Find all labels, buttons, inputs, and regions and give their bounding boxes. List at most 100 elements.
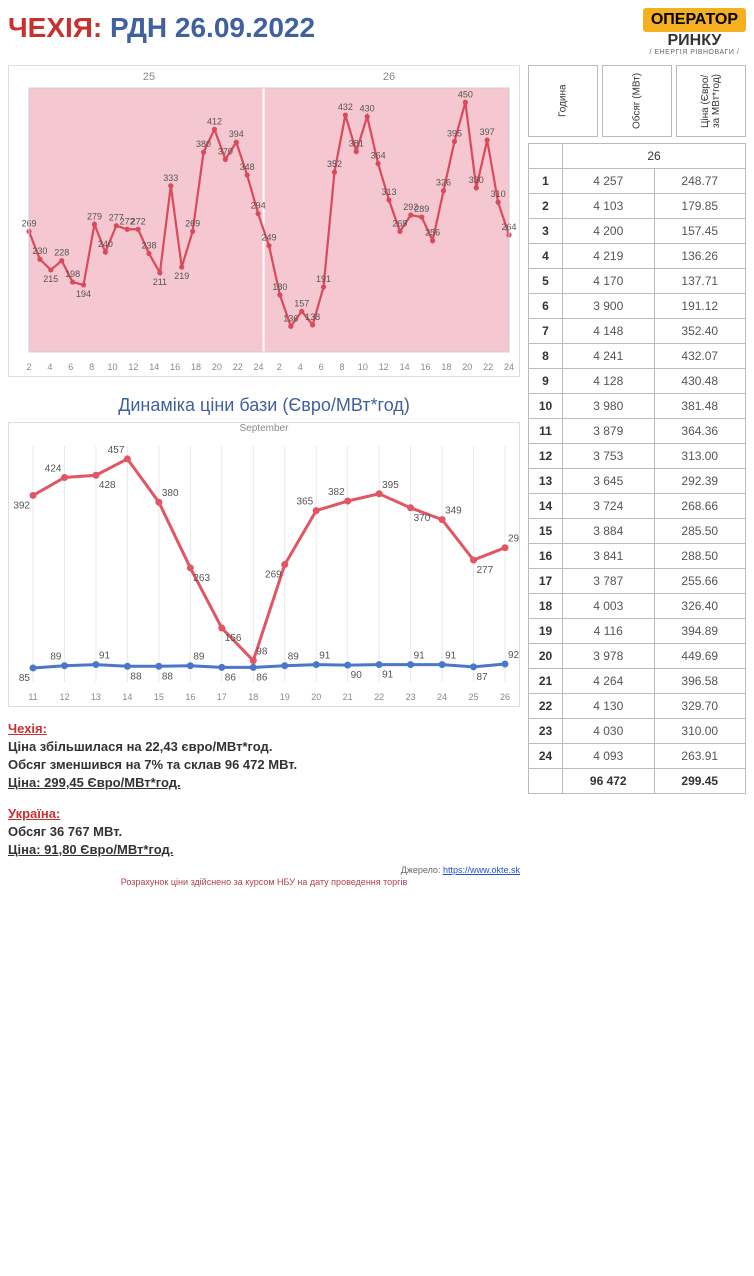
header: ЧЕХІЯ: РДН 26.09.2022 ОПЕРАТОР РИНКУ / Е… — [8, 8, 746, 57]
table-row: 194 116394.89 — [529, 618, 746, 643]
svg-text:365: 365 — [297, 496, 314, 507]
svg-text:8: 8 — [89, 362, 94, 372]
hourly-table: 26 14 257248.7724 103179.8534 200157.454… — [528, 143, 746, 794]
svg-text:157: 157 — [294, 298, 309, 308]
cell-price: 157.45 — [654, 218, 746, 243]
svg-text:348: 348 — [240, 162, 255, 172]
cell-volume: 3 841 — [563, 543, 655, 568]
cell-volume: 3 787 — [563, 568, 655, 593]
cell-price: 292.39 — [654, 468, 746, 493]
cell-volume: 4 103 — [563, 193, 655, 218]
svg-text:90: 90 — [351, 670, 363, 681]
svg-text:91: 91 — [414, 650, 426, 661]
cell-volume: 4 200 — [563, 218, 655, 243]
table-row: 74 148352.40 — [529, 318, 746, 343]
svg-text:24: 24 — [504, 362, 514, 372]
cell-volume: 3 645 — [563, 468, 655, 493]
table-row: 94 128430.48 — [529, 368, 746, 393]
svg-text:21: 21 — [343, 692, 353, 702]
svg-text:219: 219 — [174, 271, 189, 281]
cell-hour: 3 — [529, 218, 563, 243]
svg-text:394: 394 — [229, 129, 244, 139]
svg-text:25: 25 — [469, 692, 479, 702]
cell-hour: 9 — [529, 368, 563, 393]
cell-hour: 20 — [529, 643, 563, 668]
svg-text:22: 22 — [483, 362, 493, 372]
cell-hour: 8 — [529, 343, 563, 368]
svg-text:211: 211 — [153, 277, 167, 287]
table-row: 153 884285.50 — [529, 518, 746, 543]
svg-text:310: 310 — [491, 189, 506, 199]
cell-price: 430.48 — [654, 368, 746, 393]
table-row: 143 724268.66 — [529, 493, 746, 518]
svg-text:294: 294 — [251, 200, 266, 210]
cz-line1: Ціна збільшилася на 22,43 євро/МВт*год. — [8, 739, 520, 754]
cell-hour: 15 — [529, 518, 563, 543]
ua-line2: Ціна: 91,80 Євро/МВт*год. — [8, 842, 520, 857]
cell-volume: 4 130 — [563, 693, 655, 718]
table-total-row: 96 472299.45 — [529, 768, 746, 793]
svg-text:89: 89 — [193, 652, 205, 663]
logo-sub: / ЕНЕРГІЯ РІВНОВАГИ / — [643, 49, 746, 57]
table-row: 173 787255.66 — [529, 568, 746, 593]
cell-hour: 5 — [529, 268, 563, 293]
svg-text:20: 20 — [311, 692, 321, 702]
svg-text:432: 432 — [338, 102, 353, 112]
table-row: 24 103179.85 — [529, 193, 746, 218]
table-row: 123 753313.00 — [529, 443, 746, 468]
svg-text:88: 88 — [130, 671, 142, 682]
svg-text:20: 20 — [212, 362, 222, 372]
svg-text:14: 14 — [149, 362, 159, 372]
cell-volume: 4 264 — [563, 668, 655, 693]
cell-hour: 17 — [529, 568, 563, 593]
cell-hour: 13 — [529, 468, 563, 493]
table-row: 103 980381.48 — [529, 393, 746, 418]
svg-text:89: 89 — [288, 652, 300, 663]
svg-text:8: 8 — [340, 362, 345, 372]
svg-text:12: 12 — [59, 692, 69, 702]
cell-hour: 23 — [529, 718, 563, 743]
cell-price: 396.58 — [654, 668, 746, 693]
svg-text:85: 85 — [19, 673, 31, 684]
col-header-volume: Обсяг (МВт) — [602, 65, 672, 137]
svg-text:352: 352 — [327, 159, 342, 169]
svg-text:19: 19 — [280, 692, 290, 702]
svg-text:249: 249 — [261, 233, 276, 243]
svg-text:17: 17 — [217, 692, 227, 702]
cell-volume: 3 724 — [563, 493, 655, 518]
svg-text:412: 412 — [207, 116, 222, 126]
svg-text:397: 397 — [480, 127, 495, 137]
cell-hour: 16 — [529, 543, 563, 568]
table-row: 44 219136.26 — [529, 243, 746, 268]
cell-price: 449.69 — [654, 643, 746, 668]
svg-text:156: 156 — [225, 633, 242, 644]
svg-text:15: 15 — [154, 692, 164, 702]
footer-source: Джерело: https://www.okte.sk — [8, 865, 520, 875]
svg-text:392: 392 — [13, 500, 30, 511]
svg-text:12: 12 — [128, 362, 138, 372]
source-label: Джерело: — [401, 865, 441, 875]
source-link[interactable]: https://www.okte.sk — [443, 865, 520, 875]
cell-hour: 19 — [529, 618, 563, 643]
cell-volume: 4 093 — [563, 743, 655, 768]
svg-text:330: 330 — [469, 175, 484, 185]
svg-text:313: 313 — [381, 187, 396, 197]
svg-text:428: 428 — [99, 480, 116, 491]
svg-text:24: 24 — [437, 692, 447, 702]
hourly-price-chart: 2526269230215228198194279240277272272238… — [8, 65, 520, 377]
svg-text:191: 191 — [316, 274, 331, 284]
cell-volume: 3 753 — [563, 443, 655, 468]
chart2-svg: 3924244284573802631569826936538239537034… — [9, 436, 519, 706]
table-row: 63 900191.12 — [529, 293, 746, 318]
table-row: 54 170137.71 — [529, 268, 746, 293]
cz-line3: Ціна: 299,45 Євро/МВт*год. — [8, 775, 520, 790]
cell-price: 137.71 — [654, 268, 746, 293]
svg-text:2: 2 — [277, 362, 282, 372]
svg-text:18: 18 — [248, 692, 258, 702]
svg-text:238: 238 — [141, 240, 156, 250]
svg-text:457: 457 — [108, 445, 125, 456]
svg-text:91: 91 — [382, 669, 394, 680]
cell-hour: 6 — [529, 293, 563, 318]
svg-text:395: 395 — [447, 128, 462, 138]
svg-text:424: 424 — [45, 463, 62, 474]
